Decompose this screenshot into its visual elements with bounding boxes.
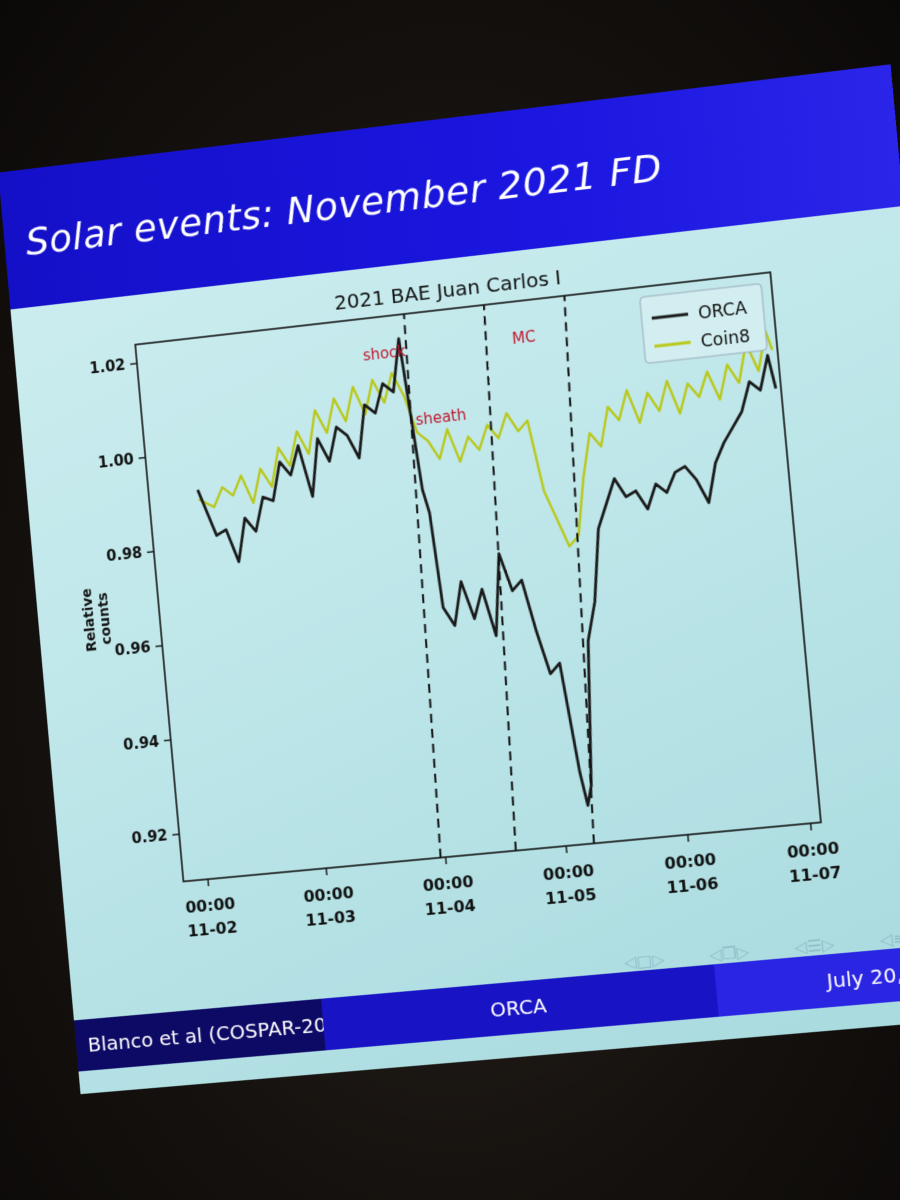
legend-box	[640, 284, 768, 364]
y-tick-mark	[139, 458, 146, 459]
y-tick-label: 0.98	[106, 544, 143, 566]
x-tick-label-time: 00:00	[422, 872, 474, 896]
x-tick-mark	[446, 857, 447, 864]
x-tick-label-date: 11-02	[187, 917, 238, 940]
annotation-label: MC	[511, 327, 536, 348]
y-tick-mark	[155, 646, 162, 647]
search-nav-icon[interactable]: ◁≡▷	[879, 926, 900, 949]
y-tick-label: 1.00	[97, 450, 134, 472]
annotation-label: shock	[362, 342, 407, 365]
x-tick-mark	[811, 823, 812, 830]
presentation-slide: Solar events: November 2021 FD 2021 BAE …	[0, 0, 900, 1099]
x-tick-label-time: 00:00	[786, 838, 840, 862]
line-chart: 2021 BAE Juan Carlos I 0.92 0.94 0.96 0.98 1.…	[38, 202, 900, 984]
y-tick-mark	[172, 834, 179, 835]
x-tick-label-time: 00:00	[185, 894, 236, 917]
x-tick-label-date: 11-03	[305, 906, 357, 930]
event-marker-line	[392, 314, 454, 858]
annotation-label: sheath	[415, 405, 467, 429]
x-tick-label-date: 11-04	[424, 896, 476, 920]
y-tick-mark	[130, 363, 137, 364]
event-marker-line	[466, 305, 533, 851]
y-tick-label: 0.94	[122, 732, 159, 753]
x-tick-label-date: 11-06	[666, 873, 719, 897]
chart-title: 2021 BAE Juan Carlos I	[333, 266, 562, 315]
x-tick-mark	[688, 835, 689, 842]
x-tick-label-date: 11-05	[544, 885, 597, 909]
x-tick-label-date: 11-07	[788, 862, 842, 886]
x-tick-mark	[208, 879, 209, 886]
x-tick-mark	[566, 846, 567, 853]
y-axis-label-line: counts	[95, 592, 115, 646]
y-tick-label: 0.92	[131, 826, 168, 847]
chart-area: 2021 BAE Juan Carlos I 0.92 0.94 0.96 0.98 1.…	[38, 202, 900, 984]
y-tick-mark	[164, 740, 171, 741]
y-tick-label: 1.02	[89, 356, 126, 378]
y-tick-label: 0.96	[114, 638, 151, 660]
plot-frame	[135, 272, 821, 881]
x-tick-mark	[326, 868, 327, 875]
series-line-coin8	[189, 331, 788, 584]
x-tick-label-time: 00:00	[664, 849, 717, 873]
x-tick-label-time: 00:00	[542, 861, 595, 885]
y-axis-label: Relativecounts	[79, 586, 116, 653]
x-tick-label-time: 00:00	[303, 883, 355, 907]
series-line-orca	[186, 297, 812, 839]
y-tick-mark	[147, 552, 154, 553]
